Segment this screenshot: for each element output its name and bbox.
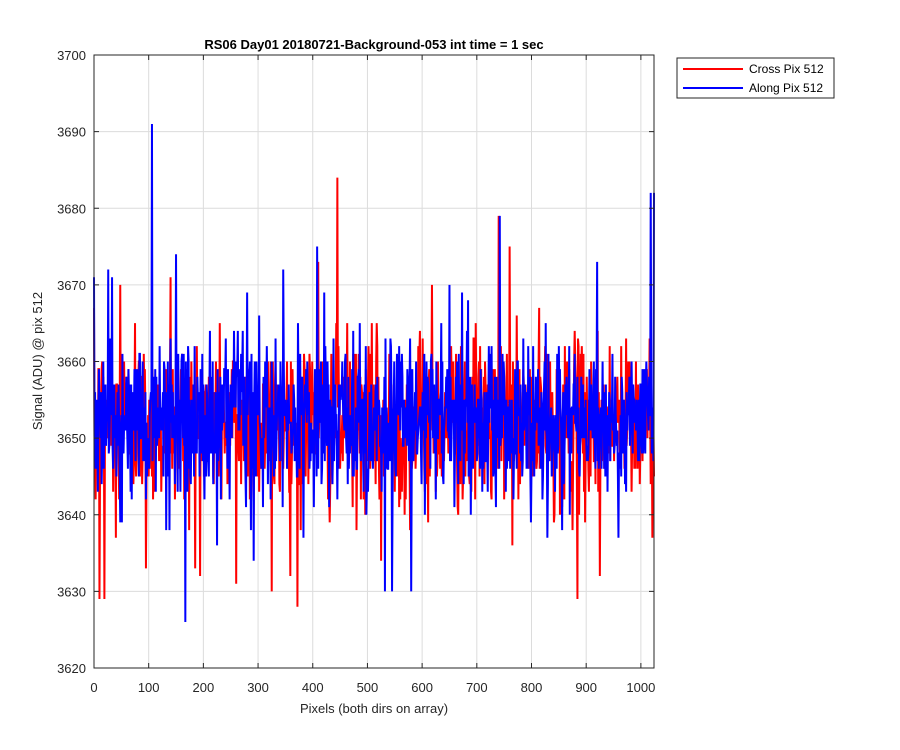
y-tick-label: 3700 xyxy=(57,48,86,63)
x-tick-label: 800 xyxy=(521,680,543,695)
x-tick-label: 600 xyxy=(411,680,433,695)
ticks: 0 100 200 300 400 500 600 700 800 900 1000 3620 3630… xyxy=(57,48,655,695)
x-tick-label: 500 xyxy=(357,680,379,695)
y-tick-label: 3670 xyxy=(57,278,86,293)
y-tick-label: 3660 xyxy=(57,355,86,370)
x-tick-label: 0 xyxy=(90,680,97,695)
x-tick-label: 900 xyxy=(575,680,597,695)
legend-label-along: Along Pix 512 xyxy=(749,81,823,95)
series-layer xyxy=(93,123,655,623)
x-tick-label: 700 xyxy=(466,680,488,695)
y-tick-label: 3640 xyxy=(57,508,86,523)
y-axis-label: Signal (ADU) @ pix 512 xyxy=(30,292,45,430)
y-tick-label: 3690 xyxy=(57,125,86,140)
y-tick-label: 3620 xyxy=(57,661,86,676)
x-axis-label: Pixels (both dirs on array) xyxy=(300,701,448,716)
y-tick-label: 3630 xyxy=(57,584,86,599)
legend-label-cross: Cross Pix 512 xyxy=(749,62,824,76)
legend: Cross Pix 512 Along Pix 512 xyxy=(676,57,835,99)
x-tick-label: 400 xyxy=(302,680,324,695)
y-tick-label: 3680 xyxy=(57,201,86,216)
series-line-along-pix xyxy=(93,123,655,623)
chart-title: RS06 Day01 20180721-Background-053 int t… xyxy=(204,37,543,52)
x-tick-label: 300 xyxy=(247,680,269,695)
y-tick-label: 3650 xyxy=(57,431,86,446)
legend-box xyxy=(676,57,835,99)
x-tick-label: 100 xyxy=(138,680,160,695)
x-tick-label: 200 xyxy=(193,680,215,695)
x-tick-label: 1000 xyxy=(626,680,655,695)
